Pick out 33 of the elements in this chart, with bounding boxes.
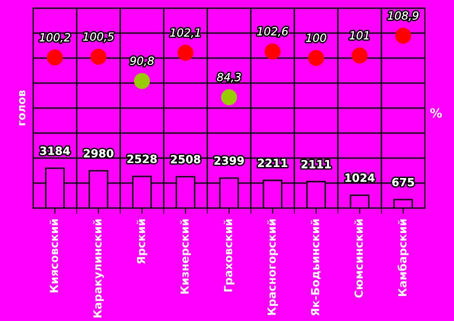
x-tick-label: Красногорский (267, 219, 278, 315)
x-tick-label: Каракулинский (93, 219, 104, 318)
point (352, 48, 368, 64)
data-label: 100,2 (40, 33, 70, 43)
x-tick-label: Граховский (224, 219, 234, 292)
data-label: 90,8 (130, 56, 154, 66)
point (308, 50, 324, 66)
x-tick-label: Камбарский (398, 219, 409, 296)
data-label: 101 (350, 31, 369, 40)
data-label: 84,3 (217, 72, 241, 82)
point (134, 73, 150, 89)
x-tick-label: Кизнерский (180, 219, 191, 294)
point (264, 44, 281, 60)
x-tick-label: Киясовский (49, 219, 58, 292)
data-label: 1024 (345, 174, 375, 182)
data-label: 100 (306, 34, 326, 42)
data-label: 108,9 (388, 11, 418, 21)
data-label: 2399 (214, 156, 244, 165)
point (46, 50, 63, 66)
x-tick-label: Як-Бодьинский (310, 219, 321, 316)
point (90, 48, 106, 65)
point (395, 28, 412, 44)
data-label: 2980 (84, 149, 114, 158)
point (178, 44, 194, 61)
x-tick-label: Сюмсинский (354, 219, 363, 298)
x-tick-label: Ярский (136, 219, 148, 264)
point (221, 89, 238, 106)
data-label: 100,5 (83, 32, 114, 42)
data-label: 3184 (40, 146, 70, 155)
data-label: 2211 (258, 158, 288, 167)
y2-axis-title: % (430, 108, 442, 118)
data-label: 2111 (302, 160, 331, 168)
y-axis-title: голов (19, 90, 26, 126)
